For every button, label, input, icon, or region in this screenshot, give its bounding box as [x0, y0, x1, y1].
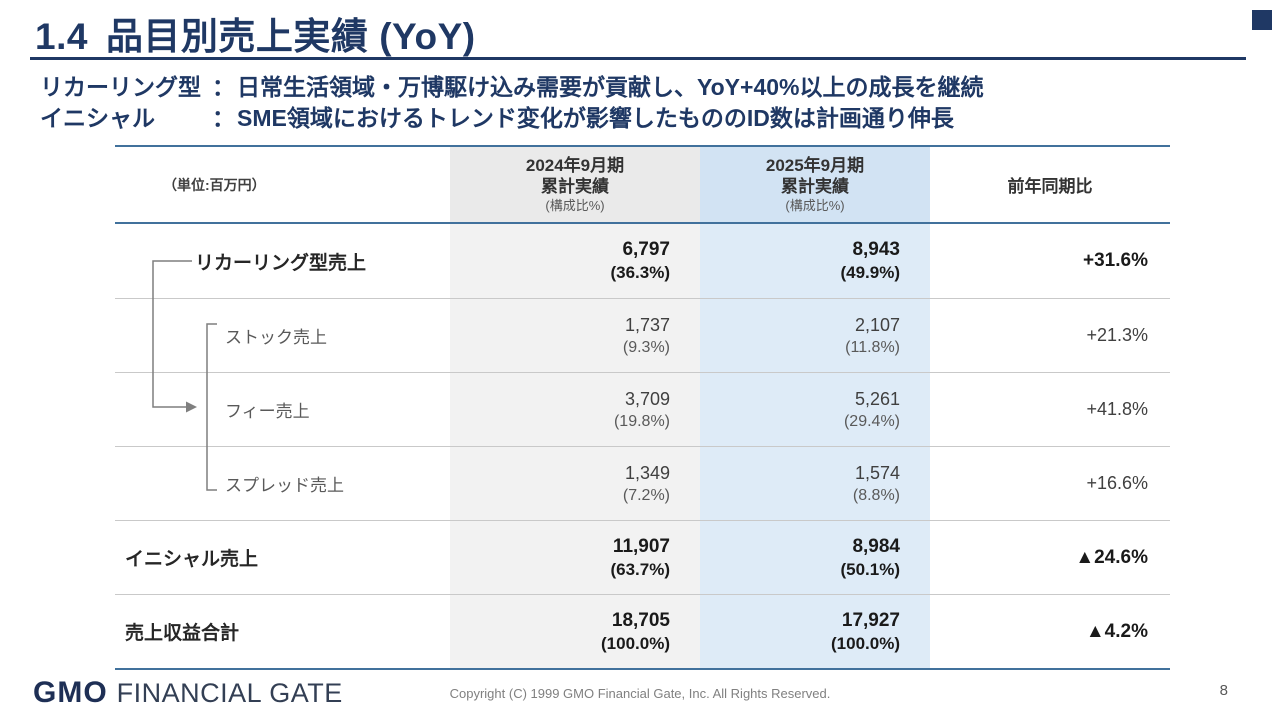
value: 3,709: [624, 388, 670, 409]
table-header-row: （単位:百万円） 2024年9月期 累計実績 (構成比%) 2025年9月期 累…: [115, 147, 1170, 224]
title-text: 品目別売上実績 (YoY): [105, 16, 476, 57]
share: (36.3%): [610, 263, 670, 282]
value: 1,737: [624, 314, 670, 335]
value: 8,984: [852, 535, 900, 557]
page-title: 1.4 品目別売上実績 (YoY): [35, 6, 476, 60]
value: 1,349: [624, 462, 670, 483]
section-number: 1.4: [35, 16, 88, 57]
value: 6,797: [622, 239, 670, 260]
row-label: イニシャル売上: [125, 549, 259, 570]
title-row: 1.4 品目別売上実績 (YoY): [35, 6, 476, 60]
key-message-desc: SME領域におけるトレンド変化が影響したもののID数は計画通り伸長: [237, 105, 954, 131]
cell-fy2024: 18,705 (100.0%): [450, 595, 700, 668]
fy2025-period: 2025年9月期: [765, 155, 865, 175]
share: (50.1%): [840, 559, 900, 579]
cell-fy2025: 1,574 (8.8%): [700, 447, 930, 520]
value: 8,943: [852, 239, 900, 260]
cell-fy2025: 2,107 (11.8%): [700, 299, 930, 372]
value: 1,574: [854, 462, 900, 483]
share: (100.0%): [831, 633, 900, 653]
cell-yoy: +21.3%: [1086, 325, 1148, 345]
value: 2,107: [854, 314, 900, 335]
cell-yoy: +16.6%: [1086, 473, 1148, 493]
logo-gmo-mark: GMO: [33, 676, 108, 709]
fy2024-share-note: (構成比%): [545, 197, 605, 213]
row-label: ストック売上: [225, 328, 327, 347]
fy2024-period: 2024年9月期: [525, 155, 625, 175]
cell-fy2024: 3,709 (19.8%): [450, 373, 700, 446]
cell-yoy: +41.8%: [1086, 399, 1148, 419]
table-row-spread-sales: スプレッド売上 1,349 (7.2%) 1,574 (8.8%) +16.6%: [115, 446, 1170, 520]
value: 17,927: [841, 609, 900, 631]
fy2025-share-note: (構成比%): [785, 197, 845, 213]
title-divider: [30, 57, 1246, 60]
cell-yoy: +31.6%: [1083, 250, 1148, 271]
table-row-fee-sales: フィー売上 3,709 (19.8%) 5,261 (29.4%) +41.8%: [115, 372, 1170, 446]
logo-wordmark: FINANCIAL GATE: [116, 678, 343, 708]
table-row-stock-sales: ストック売上 1,737 (9.3%) 2,107 (11.8%) +21.3%: [115, 298, 1170, 372]
column-header-fy2024: 2024年9月期 累計実績 (構成比%): [450, 147, 700, 222]
share: (63.7%): [610, 559, 670, 579]
page-number: 8: [1219, 682, 1228, 699]
fy2025-measure: 累計実績: [781, 176, 849, 196]
key-message-line-recurring: リカーリング型 ：日常生活領域・万博駆け込み需要が貢献し、YoY+40%以上の成長…: [40, 72, 984, 103]
sales-by-category-table: （単位:百万円） 2024年9月期 累計実績 (構成比%) 2025年9月期 累…: [115, 145, 1170, 670]
column-header-fy2025: 2025年9月期 累計実績 (構成比%): [700, 147, 930, 222]
key-message: リカーリング型 ：日常生活領域・万博駆け込み需要が貢献し、YoY+40%以上の成長…: [40, 72, 984, 134]
cell-fy2024: 11,907 (63.7%): [450, 521, 700, 594]
share: (29.4%): [843, 412, 900, 430]
cell-fy2025: 17,927 (100.0%): [700, 595, 930, 668]
cell-fy2024: 1,349 (7.2%): [450, 447, 700, 520]
copyright-text: Copyright (C) 1999 GMO Financial Gate, I…: [449, 686, 831, 701]
share: (7.2%): [622, 486, 670, 504]
key-message-colon: ：: [212, 105, 235, 131]
cell-yoy: ▲4.2%: [1085, 620, 1148, 642]
key-message-term: リカーリング型: [40, 74, 201, 100]
value: 11,907: [612, 535, 670, 557]
cell-fy2025: 8,984 (50.1%): [700, 521, 930, 594]
row-label: スプレッド売上: [225, 476, 344, 495]
key-message-desc: 日常生活領域・万博駆け込み需要が貢献し、YoY+40%以上の成長を継続: [237, 74, 984, 100]
corner-square-mark: [1252, 10, 1272, 30]
share: (8.8%): [852, 486, 900, 504]
company-logo: GMO FINANCIAL GATE: [33, 676, 343, 710]
share: (11.8%): [845, 338, 900, 356]
cell-yoy: ▲24.6%: [1075, 546, 1148, 568]
unit-note: （単位:百万円）: [163, 176, 266, 193]
key-message-colon: ：: [212, 74, 235, 100]
row-label: リカーリング型売上: [195, 252, 367, 274]
share: (100.0%): [601, 633, 670, 653]
table-row-initial-sales: イニシャル売上 11,907 (63.7%) 8,984 (50.1%) ▲24…: [115, 520, 1170, 594]
share: (9.3%): [622, 338, 670, 356]
cell-fy2025: 8,943 (49.9%): [700, 224, 930, 298]
table-row-recurring-sales: リカーリング型売上 6,797 (36.3%) 8,943 (49.9%) +3…: [115, 224, 1170, 298]
share: (19.8%): [613, 412, 670, 430]
cell-fy2024: 6,797 (36.3%): [450, 224, 700, 298]
key-message-term: イニシャル: [40, 105, 155, 131]
table-row-total-revenue: 売上収益合計 18,705 (100.0%) 17,927 (100.0%) ▲…: [115, 594, 1170, 668]
share: (49.9%): [840, 263, 900, 282]
key-message-line-initial: イニシャル ： SME領域におけるトレンド変化が影響したもののID数は計画通り伸長: [40, 103, 984, 134]
value: 5,261: [854, 388, 900, 409]
row-label: 売上収益合計: [125, 623, 240, 644]
value: 18,705: [611, 609, 670, 631]
fy2024-measure: 累計実績: [541, 176, 609, 196]
cell-fy2024: 1,737 (9.3%): [450, 299, 700, 372]
column-header-yoy: 前年同期比: [1007, 177, 1093, 196]
cell-fy2025: 5,261 (29.4%): [700, 373, 930, 446]
row-label: フィー売上: [225, 402, 310, 421]
